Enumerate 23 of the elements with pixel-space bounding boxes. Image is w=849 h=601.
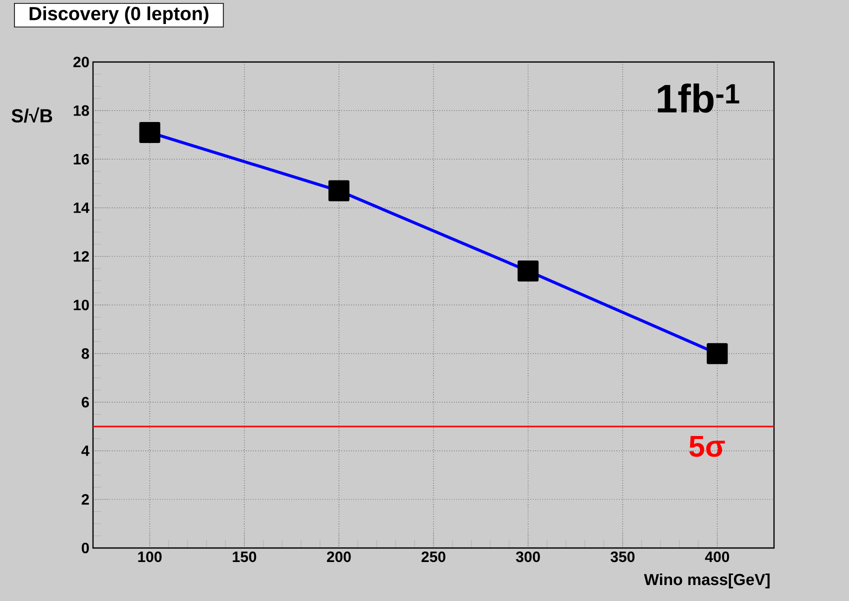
y-tick-label: 14 bbox=[74, 202, 90, 213]
x-axis-title: Wino mass[GeV] bbox=[644, 574, 770, 588]
y-tick-label: 2 bbox=[82, 494, 89, 505]
y-axis-title: S/√B bbox=[12, 107, 52, 123]
y-tick-label: 4 bbox=[81, 446, 90, 456]
y-tick-label: 10 bbox=[74, 300, 89, 310]
y-tick-label: 18 bbox=[74, 105, 90, 116]
annotation: 1fb$^{-1}$ bbox=[658, 84, 740, 113]
y-tick-label: 16 bbox=[74, 154, 89, 164]
y-tick-label: 20 bbox=[73, 56, 89, 68]
y-tick-label: 12 bbox=[74, 251, 89, 262]
x-tick-label: 100 bbox=[138, 552, 162, 562]
x-tick-label: 350 bbox=[610, 552, 635, 562]
y-tick-label: 6 bbox=[82, 396, 89, 408]
x-tick-label: 250 bbox=[422, 552, 446, 562]
x-tick-label: 200 bbox=[326, 552, 351, 562]
ref-line-label: 5σ bbox=[689, 436, 725, 457]
y-tick-label: 8 bbox=[82, 348, 90, 359]
y-tick-label: 0 bbox=[82, 542, 89, 554]
x-tick-label: 150 bbox=[232, 552, 256, 562]
chart-title: Discovery (0 lepton) bbox=[30, 6, 208, 24]
x-tick-label: 400 bbox=[705, 552, 730, 562]
x-tick-label: 300 bbox=[516, 552, 540, 562]
